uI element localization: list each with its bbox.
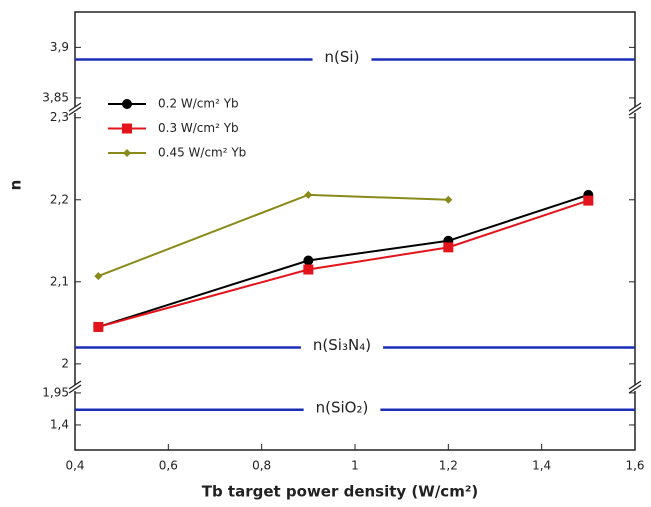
reference-label: n(Si₃N₄) — [313, 336, 371, 354]
marker — [303, 255, 314, 266]
reference-label: n(Si) — [325, 48, 360, 66]
y-tick-label: 2,3 — [50, 110, 69, 124]
x-tick-label: 0,4 — [65, 459, 84, 473]
marker — [123, 149, 131, 157]
axis-break-gap — [631, 385, 639, 391]
x-tick-label: 1 — [351, 459, 359, 473]
reference-label-bg — [300, 345, 384, 350]
x-axis-label: Tb target power density (W/cm²) — [202, 483, 479, 501]
marker — [122, 99, 132, 109]
axis-break-mark — [628, 106, 642, 116]
marker — [444, 195, 453, 204]
plot-frame — [74, 11, 636, 451]
y-axis-label: n — [7, 180, 25, 191]
axis-break-gap — [631, 107, 639, 113]
marker — [93, 321, 104, 332]
y-tick-label: 3,85 — [42, 90, 69, 104]
reference-label-bg — [303, 407, 381, 412]
y-tick-label: 1,95 — [42, 385, 69, 399]
y-tick-label: 2,1 — [50, 274, 69, 288]
marker — [94, 272, 103, 281]
x-tick-label: 1,6 — [625, 459, 644, 473]
reference-label-bg — [312, 57, 372, 62]
y-tick-label: 3,9 — [50, 40, 69, 54]
x-tick-label: 0,6 — [159, 459, 178, 473]
marker — [304, 190, 313, 199]
y-tick-label: 1,4 — [50, 417, 69, 431]
axis-break-mark — [68, 102, 82, 112]
axis-break-mark — [628, 380, 642, 390]
series-line — [98, 199, 589, 328]
legend-label: 0.3 W/cm² Yb — [158, 121, 239, 135]
y-tick-label: 2 — [61, 356, 69, 370]
y-tick-label: 2,2 — [50, 192, 69, 206]
reference-label: n(SiO₂) — [316, 398, 369, 416]
axis-break-mark — [628, 384, 642, 394]
marker — [303, 264, 314, 275]
x-tick-label: 1,4 — [532, 459, 551, 473]
marker — [583, 195, 594, 206]
series-line — [97, 193, 449, 278]
legend-label: 0.2 W/cm² Yb — [158, 97, 239, 111]
axis-break-mark — [68, 384, 82, 394]
axis-break-mark — [68, 380, 82, 390]
axis-break-mark — [68, 106, 82, 116]
series-line — [98, 193, 589, 328]
marker — [122, 123, 132, 134]
marker — [443, 242, 454, 253]
legend-label: 0.45 W/cm² Yb — [158, 146, 246, 160]
legend: 0.2 W/cm² Yb 0.3 W/cm² Yb 0.45 W/cm² Yb — [108, 97, 246, 160]
x-tick-label: 0,8 — [252, 459, 271, 473]
axis-break-gap — [71, 107, 79, 113]
axis-break-gap — [71, 385, 79, 391]
axis-break-mark — [628, 102, 642, 112]
x-tick-label: 1,2 — [439, 459, 458, 473]
